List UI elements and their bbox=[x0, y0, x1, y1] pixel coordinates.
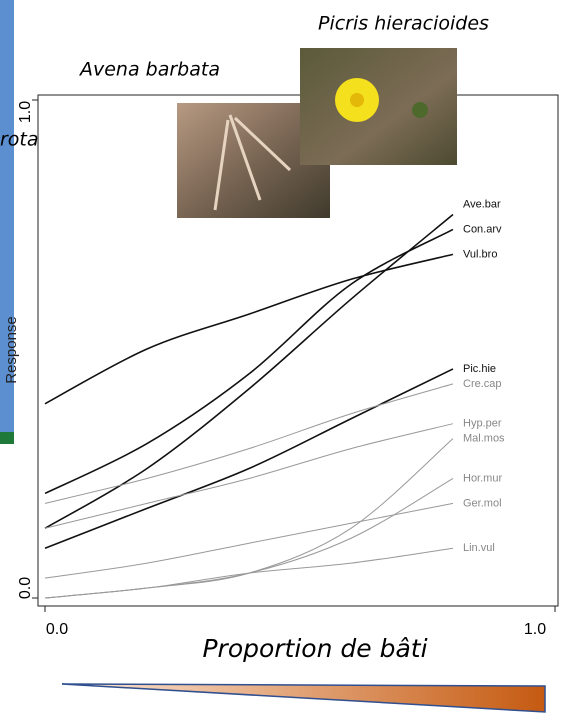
series-line bbox=[44, 547, 454, 599]
series-line bbox=[44, 423, 454, 529]
x-tick-label: 0.0 bbox=[46, 621, 68, 638]
photo-detail bbox=[213, 114, 292, 211]
photo-flower-center bbox=[350, 93, 364, 107]
series-label: Mal.mos bbox=[463, 433, 505, 445]
y-tick-label: 1.0 bbox=[17, 101, 34, 123]
photo-caption: Avena barbata bbox=[78, 59, 220, 81]
gradient-wedge bbox=[61, 683, 546, 713]
side-mark bbox=[0, 432, 14, 444]
series-line bbox=[44, 253, 454, 405]
x-tick-label: 1.0 bbox=[524, 621, 546, 638]
series-label: Con.arv bbox=[463, 223, 502, 235]
x-axis-label: Proportion de bâti bbox=[202, 634, 427, 663]
y-tick-label: 0.0 bbox=[17, 577, 34, 599]
series-label: Hor.mur bbox=[463, 472, 502, 484]
photo-bud bbox=[412, 102, 428, 118]
series-line bbox=[44, 478, 454, 599]
series-line bbox=[44, 368, 454, 549]
series-label: Ger.mol bbox=[463, 497, 502, 509]
cut-label: rota bbox=[0, 129, 39, 151]
y-axis-label: Response bbox=[3, 316, 20, 384]
photo-picris bbox=[300, 48, 457, 165]
side-strip bbox=[0, 0, 14, 440]
series-line bbox=[44, 383, 454, 504]
series-label: Ave.bar bbox=[463, 198, 501, 210]
series-label: Pic.hie bbox=[463, 363, 496, 375]
series-line bbox=[44, 502, 454, 579]
series-line bbox=[44, 213, 454, 529]
series-label: Cre.cap bbox=[463, 378, 502, 390]
plot-frame bbox=[37, 94, 559, 607]
series-label: Vul.bro bbox=[463, 248, 497, 260]
photo-caption: Picris hieracioides bbox=[318, 13, 489, 35]
series-line bbox=[44, 228, 454, 495]
series-label: Hyp.per bbox=[463, 418, 502, 430]
series-label: Lin.vul bbox=[463, 542, 495, 554]
series-line bbox=[44, 438, 454, 599]
